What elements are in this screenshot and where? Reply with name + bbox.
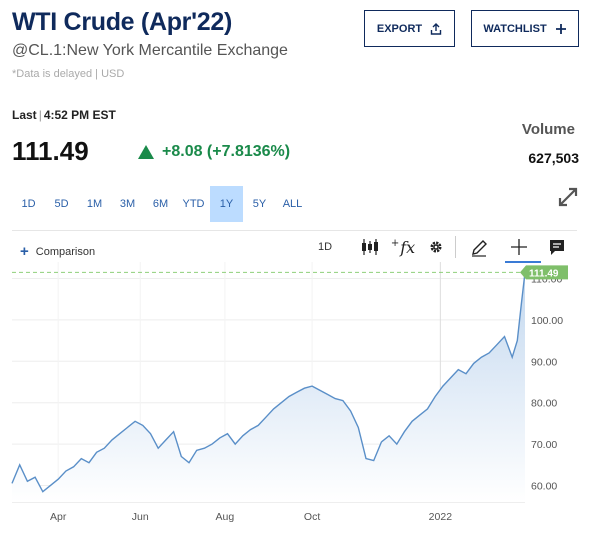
function-icon[interactable]: + fx: [390, 237, 416, 257]
export-button-label: EXPORT: [376, 22, 423, 35]
price-change: +8.08 (+7.8136%): [138, 143, 290, 161]
plus-icon: +: [20, 243, 29, 260]
x-tick-label: Apr: [50, 511, 67, 523]
x-tick-label: 2022: [429, 511, 453, 523]
comparison-button[interactable]: + Comparison: [20, 243, 95, 260]
y-tick-label: 60.00: [531, 480, 557, 492]
watchlist-button[interactable]: WATCHLIST: [471, 10, 579, 47]
plus-icon: [555, 23, 566, 34]
quote-time: 4:52 PM EST: [43, 108, 116, 122]
range-3m[interactable]: 3M: [119, 198, 136, 210]
price-area: [12, 272, 525, 502]
exchange-subtitle: @CL.1:New York Mercantile Exchange: [12, 42, 288, 59]
range-all[interactable]: ALL: [282, 198, 303, 210]
watchlist-button-label: WATCHLIST: [483, 22, 547, 35]
candlestick-icon[interactable]: [360, 236, 380, 258]
last-label: Last: [12, 108, 37, 122]
x-tick-label: Aug: [216, 511, 235, 523]
last-price-tag-label: 111.49: [529, 268, 559, 279]
expand-icon[interactable]: [557, 186, 579, 208]
range-1m[interactable]: 1M: [86, 198, 103, 210]
up-arrow-icon: [138, 145, 154, 159]
range-5d[interactable]: 5D: [54, 198, 69, 210]
price-line: [11, 272, 526, 493]
range-selector: 1D 5D 1M 3M 6M YTD 1Y 5Y ALL: [12, 186, 309, 222]
interval-button[interactable]: 1D: [318, 241, 333, 253]
volume-label: Volume: [521, 121, 575, 138]
page-title: WTI Crude (Apr'22): [12, 8, 232, 36]
y-tick-label: 100.00: [531, 315, 563, 327]
x-axis: Apr Jun Aug Oct 2022: [50, 511, 452, 523]
toolbar-separator: [455, 236, 456, 258]
last-price-tag: 111.49: [520, 265, 568, 280]
x-tick-label: Jun: [132, 511, 149, 523]
toolbar-divider: [12, 230, 577, 231]
last-price-tag-shape: [520, 265, 568, 280]
crosshair-icon[interactable]: [510, 236, 528, 258]
x-tick-label: Oct: [304, 511, 320, 523]
range-1y[interactable]: 1Y: [210, 186, 243, 222]
last-price: 111.49: [12, 136, 89, 166]
range-1d[interactable]: 1D: [21, 198, 36, 210]
gear-icon[interactable]: [428, 236, 444, 258]
volume-value: 627,503: [528, 150, 579, 166]
last-trade-time: Last | 4:52 PM EST: [12, 108, 116, 122]
comparison-label: Comparison: [35, 245, 96, 258]
comment-icon[interactable]: [548, 236, 566, 258]
range-5y[interactable]: 5Y: [252, 198, 267, 210]
export-button[interactable]: EXPORT: [364, 10, 455, 47]
delay-note: *Data is delayed | USD: [12, 68, 125, 80]
price-change-value: +8.08 (+7.8136%): [162, 143, 291, 160]
y-tick-label: 70.00: [531, 439, 557, 451]
share-icon: [430, 22, 442, 35]
active-tool-indicator: [505, 261, 541, 263]
pencil-icon[interactable]: [469, 236, 489, 258]
range-6m[interactable]: 6M: [152, 198, 169, 210]
separator: |: [38, 108, 42, 122]
range-ytd[interactable]: YTD: [182, 198, 205, 210]
y-tick-label: 90.00: [531, 356, 557, 368]
y-tick-label: 80.00: [531, 398, 557, 410]
